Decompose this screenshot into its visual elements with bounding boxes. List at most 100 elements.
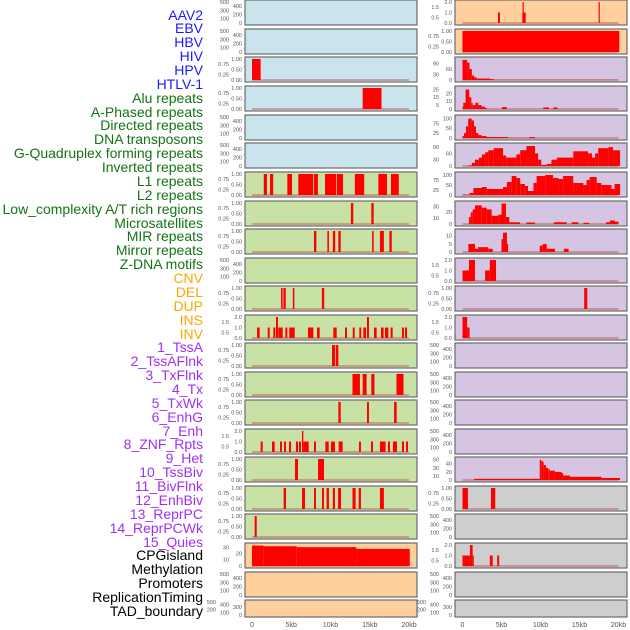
- data-bar: [302, 488, 305, 509]
- y-tick-label: 1.0: [444, 268, 452, 274]
- y-tick-label: 0.75: [428, 291, 439, 297]
- data-bar: [350, 203, 354, 224]
- y-tick-label: 0.25: [428, 302, 439, 308]
- data-bar: [526, 222, 536, 224]
- y-tick-label: 100: [220, 160, 229, 166]
- track-label: G-Quadruplex forming repeats: [13, 145, 203, 162]
- panel-frame: [454, 56, 628, 83]
- data-bar: [390, 174, 399, 195]
- data-bar: [373, 327, 377, 338]
- data-bar: [488, 150, 494, 166]
- panel-background: [245, 143, 417, 168]
- data-bar: [295, 441, 299, 452]
- y-tick-label: 100: [220, 132, 229, 138]
- y-tick-label: 50: [433, 458, 439, 464]
- y-tick-label: 0: [449, 136, 452, 142]
- y-tick-label: 0: [449, 421, 452, 427]
- y-tick-label: 0.00: [231, 107, 242, 113]
- x-tick-label: 0: [250, 622, 254, 629]
- y-tick-label: 0.50: [231, 496, 242, 502]
- y-tick-label: 0.25: [428, 502, 439, 508]
- y-tick-label: 1.5: [221, 434, 229, 440]
- track-label: 12_EnhBiv: [135, 491, 203, 508]
- data-bar: [489, 79, 494, 80]
- panel-background: [455, 315, 627, 340]
- y-tick-label: 1.00: [231, 400, 242, 406]
- data-bar: [570, 476, 602, 480]
- panel-background: [245, 29, 417, 54]
- y-tick-label: 20: [446, 470, 452, 476]
- panel-frame: [244, 456, 418, 483]
- track-label: HBV: [174, 34, 203, 51]
- panel-background: [455, 429, 627, 454]
- panel-background: [455, 372, 627, 397]
- data-bar: [468, 217, 471, 224]
- panel-frame: [454, 200, 628, 227]
- y-tick-label: 300: [430, 437, 439, 443]
- y-tick-label: 0: [449, 364, 452, 370]
- y-tick-label: 30: [433, 466, 439, 472]
- y-tick-label: 0.75: [218, 405, 229, 411]
- track-label: HIV: [179, 48, 203, 65]
- panel-frame: [454, 456, 628, 483]
- y-tick-label: 1.00: [231, 86, 242, 92]
- y-tick-label: 1.00: [231, 457, 242, 463]
- data-bar: [488, 248, 493, 252]
- data-bar: [533, 183, 537, 195]
- y-tick-label: 2.0: [444, 543, 452, 549]
- y-tick-label: 2.0: [444, 258, 452, 264]
- data-bar: [252, 545, 264, 566]
- y-tick-label: 0: [449, 193, 452, 199]
- y-tick-label: 300: [220, 151, 229, 157]
- data-bar: [321, 288, 325, 309]
- data-bar: [362, 374, 367, 395]
- data-bar: [506, 157, 517, 166]
- data-bar: [476, 78, 490, 80]
- data-bar: [552, 178, 559, 195]
- panel-background: [455, 543, 627, 568]
- y-tick-label: 400: [233, 576, 242, 582]
- track-label: 6_EnhG: [151, 408, 203, 425]
- y-tick-label: 100: [430, 446, 439, 452]
- data-bar: [335, 345, 339, 366]
- y-tick-label: 10: [433, 216, 439, 222]
- data-bar: [303, 441, 309, 452]
- panel-frame: [454, 485, 628, 512]
- data-bar: [316, 327, 320, 338]
- data-bar: [614, 184, 621, 195]
- data-bar: [538, 159, 542, 166]
- data-bar: [545, 467, 549, 480]
- y-tick-label: 0.50: [441, 496, 452, 502]
- y-tick-label: 0.00: [231, 478, 242, 484]
- data-bar: [584, 288, 588, 309]
- data-bar: [463, 133, 466, 138]
- y-tick-label: 200: [443, 585, 452, 591]
- data-bar: [462, 317, 468, 338]
- y-tick-label: 0.75: [428, 34, 439, 40]
- panel-frame: [454, 428, 628, 455]
- data-bar: [331, 345, 336, 366]
- data-bar: [474, 205, 482, 224]
- track-label: 10_TssBiv: [139, 464, 203, 481]
- y-tick-label: 0.0: [444, 564, 452, 570]
- y-tick-label: 100: [220, 275, 229, 281]
- y-tick-label: 200: [233, 271, 242, 277]
- data-bar: [545, 175, 553, 195]
- y-tick-label: 400: [443, 376, 452, 382]
- panel-frame: [244, 571, 418, 598]
- data-bar: [326, 488, 329, 509]
- y-tick-label: 20: [236, 552, 242, 558]
- y-tick-label: 0.50: [231, 96, 242, 102]
- data-bar: [595, 153, 599, 166]
- panel-background: [245, 286, 417, 311]
- y-tick-label: 500: [220, 572, 229, 578]
- panel-background: [245, 400, 417, 425]
- data-bar: [463, 102, 466, 109]
- data-bar: [401, 327, 404, 338]
- y-tick-label: 100: [430, 589, 439, 595]
- track-label: CNV: [173, 270, 203, 287]
- y-tick-label: 500: [430, 372, 439, 378]
- track-label: 2_TssAFlnk: [130, 353, 203, 370]
- y-tick-label: 0.50: [231, 410, 242, 416]
- track-label: TAD_boundary: [109, 602, 203, 619]
